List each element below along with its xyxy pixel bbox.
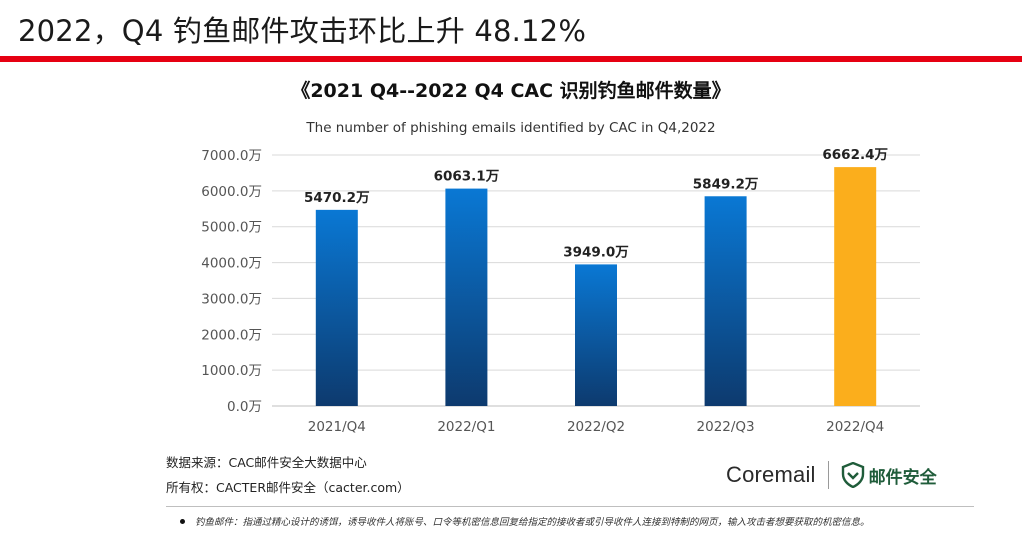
footer-divider xyxy=(166,506,974,507)
footnote: 钓鱼邮件：指通过精心设计的诱饵，诱导收件人将账号、口令等机密信息回复给指定的接收… xyxy=(180,514,870,528)
chart-subtitle: The number of phishing emails identified… xyxy=(306,120,716,136)
y-tick-label: 4000.0万 xyxy=(201,256,262,272)
x-tick-label: 2021/Q4 xyxy=(308,419,366,435)
bar xyxy=(445,188,488,406)
x-axis-ticks: 2021/Q4 2022/Q1 2022/Q2 2022/Q3 2022/Q4 xyxy=(308,419,885,435)
bar xyxy=(575,264,617,406)
data-label: 5849.2万 xyxy=(693,176,759,192)
y-tick-label: 2000.0万 xyxy=(201,327,262,343)
chart-title: 《2021 Q4--2022 Q4 CAC 识别钓鱼邮件数量》 xyxy=(291,80,731,102)
bar xyxy=(834,167,877,406)
data-source-note: 数据来源：CAC邮件安全大数据中心 xyxy=(166,455,367,470)
data-label: 6063.1万 xyxy=(434,169,500,185)
brand-logo: Coremail 邮件安全 xyxy=(726,458,937,492)
copyright-note: 所有权：CACTER邮件安全（cacter.com） xyxy=(166,480,410,495)
title-divider xyxy=(0,56,1022,62)
y-tick-label: 3000.0万 xyxy=(201,291,262,307)
x-tick-label: 2022/Q2 xyxy=(567,419,625,435)
y-tick-label: 6000.0万 xyxy=(201,184,262,200)
y-tick-label: 0.0万 xyxy=(227,399,262,415)
y-tick-label: 5000.0万 xyxy=(201,220,262,236)
coremail-logo-text: Coremail xyxy=(726,462,816,487)
x-tick-label: 2022/Q3 xyxy=(697,419,755,435)
footnote-text: 钓鱼邮件：指通过精心设计的诱饵，诱导收件人将账号、口令等机密信息回复给指定的接收… xyxy=(195,517,870,528)
y-axis-ticks: 0.0万 1000.0万 2000.0万 3000.0万 4000.0万 5000.0万 6… xyxy=(201,148,262,415)
y-tick-label: 7000.0万 xyxy=(201,148,262,164)
brand-name-cn: 邮件安全 xyxy=(868,467,937,488)
x-tick-label: 2022/Q1 xyxy=(437,419,495,435)
data-labels: 5470.2万 6063.1万 3949.0万 5849.2万 6662.4万 xyxy=(304,147,888,260)
data-label: 3949.0万 xyxy=(563,244,629,260)
logo-divider xyxy=(827,461,829,489)
shield-icon xyxy=(841,462,864,488)
bullet-icon xyxy=(180,518,185,524)
y-tick-label: 1000.0万 xyxy=(201,363,262,379)
slide-title: 2022，Q4 钓鱼邮件攻击环比上升 48.12% xyxy=(18,14,587,48)
data-label: 6662.4万 xyxy=(822,147,888,163)
data-label: 5470.2万 xyxy=(304,190,370,206)
bar xyxy=(315,209,358,406)
bar xyxy=(704,196,747,406)
x-tick-label: 2022/Q4 xyxy=(826,419,884,435)
bars xyxy=(315,167,877,406)
